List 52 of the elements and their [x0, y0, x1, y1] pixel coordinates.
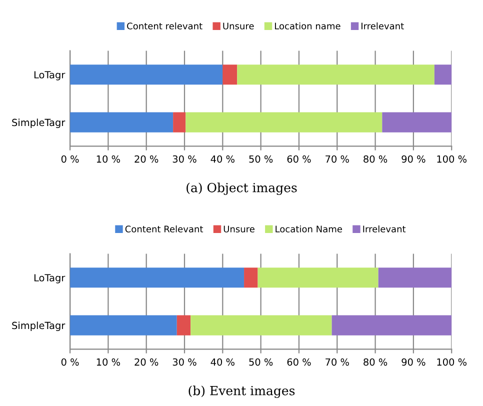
bar — [186, 112, 382, 132]
bar — [434, 64, 452, 85]
x-tick-label: 0 % — [61, 358, 79, 366]
x-tick-label: 30 % — [172, 358, 196, 366]
legend-label: Location Name — [276, 225, 342, 232]
x-tick-label: 20 % — [134, 155, 158, 163]
x-tick-label: 100 % — [437, 155, 467, 163]
x-tick-label: 50 % — [249, 358, 273, 366]
bar — [382, 112, 452, 132]
legend-label: Content relevant — [127, 22, 202, 30]
bar — [332, 315, 452, 336]
x-tick-label: 60 % — [287, 358, 311, 366]
x-tick-label: 100 % — [437, 358, 467, 366]
bar — [258, 268, 378, 288]
bar — [190, 315, 332, 336]
x-tick-label: 70 % — [326, 155, 349, 163]
legend-label: Irrelevant — [362, 22, 404, 30]
bar — [378, 268, 452, 288]
y-tick-label: LoTagr — [34, 274, 66, 284]
y-tick-label: SimpleTagr — [12, 322, 66, 332]
x-tick-label: 40 % — [210, 155, 234, 163]
x-tick-label: 80 % — [364, 358, 388, 366]
x-tick-label: 60 % — [287, 155, 311, 163]
x-tick-label: 30 % — [172, 155, 196, 163]
bar — [70, 268, 244, 288]
legend-label: Irrelevant — [363, 225, 406, 232]
legend-label: Location name — [275, 22, 340, 30]
x-tick-label: 70 % — [326, 358, 349, 366]
bar — [244, 268, 258, 288]
bar — [176, 315, 191, 336]
bar — [222, 64, 238, 85]
bar — [70, 64, 223, 85]
legend-label: Content Relevant — [125, 225, 204, 232]
text: (a) Object images — [186, 182, 297, 195]
x-tick-label: 10 % — [96, 155, 120, 163]
x-tick-label: 0 % — [61, 155, 79, 163]
x-tick-label: 40 % — [210, 358, 234, 366]
x-tick-label: 90 % — [402, 358, 426, 366]
x-tick-label: 90 % — [402, 155, 426, 163]
legend-label: Unsure — [223, 22, 254, 30]
bar — [70, 112, 174, 132]
x-tick-label: 10 % — [96, 358, 120, 366]
bar — [237, 64, 434, 85]
text: (b) Event images — [188, 386, 295, 398]
legend-label: Unsure — [224, 226, 254, 232]
y-tick-label: LoTagr — [34, 71, 66, 80]
x-tick-label: 20 % — [134, 358, 158, 366]
bar — [70, 315, 177, 336]
x-tick-label: 50 % — [249, 155, 273, 163]
y-tick-label: SimpleTagr — [12, 118, 66, 128]
x-tick-label: 80 % — [364, 155, 388, 163]
bar — [173, 112, 186, 132]
